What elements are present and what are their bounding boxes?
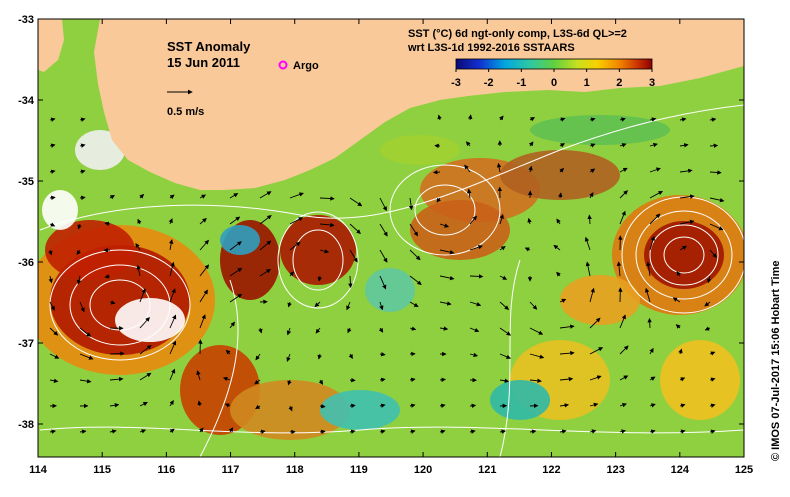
colorbar-tick-label: -1 [516,77,526,89]
lon-tick-label: 114 [29,464,48,476]
anomaly-patch [42,190,78,230]
lon-tick-label: 116 [157,464,175,476]
colorbar-tick-label: -2 [484,77,494,89]
map-date: 15 Jun 2011 [167,55,240,70]
colorbar-tick-label: 0 [551,77,557,89]
anomaly-patch [500,150,620,200]
lon-tick-label: 119 [350,464,368,476]
argo-label: Argo [293,60,319,72]
lat-tick-label: -37 [18,338,34,350]
current-arrow [350,276,351,287]
colorbar-tick-label: 3 [649,77,655,89]
anomaly-patch [220,225,260,255]
lon-tick-label: 118 [286,464,304,476]
scale-label: 0.5 m/s [167,106,204,118]
lat-tick-label: -36 [18,257,34,269]
lat-tick-label: -35 [18,176,34,188]
anomaly-patch [644,221,724,289]
colorbar-tick-label: 1 [584,77,590,89]
anomaly-patch [490,380,550,420]
lon-tick-label: 124 [671,464,690,476]
current-arrow [110,353,124,354]
lon-tick-label: 117 [222,464,240,476]
current-arrow [710,145,717,146]
anomaly-patch [530,115,670,145]
lat-tick-label: -33 [18,14,34,26]
anomaly-patch [320,390,400,430]
lon-tick-label: 125 [735,464,753,476]
current-arrow [50,197,55,198]
product-line-2: wrt L3S-1d 1992-2016 SSTAARS [407,42,575,54]
lon-tick-label: 122 [542,464,560,476]
product-line-1: SST (°C) 6d ngt-only comp, L3S-6d QL>=2 [408,28,627,40]
lat-tick-label: -38 [18,419,34,431]
current-arrow [470,276,483,277]
sst-field [25,19,748,457]
lon-tick-label: 120 [414,464,432,476]
map-title: SST Anomaly [167,39,251,54]
current-arrow [649,319,650,328]
lon-tick-label: 115 [93,464,111,476]
anomaly-patch [380,135,460,165]
lon-tick-label: 123 [606,464,624,476]
lon-tick-label: 121 [478,464,496,476]
colorbar-tick-label: 2 [616,77,622,89]
colorbar-gradient [456,59,652,69]
anomaly-patch [365,268,415,312]
anomaly-patch [560,275,640,325]
anomaly-patch [660,340,740,420]
lat-tick-label: -34 [18,95,35,107]
current-arrow [434,172,440,173]
credit-text: © IMOS 07-Jul-2017 15:06 Hobart Time [770,261,782,461]
colorbar-tick-label: -3 [451,77,461,89]
